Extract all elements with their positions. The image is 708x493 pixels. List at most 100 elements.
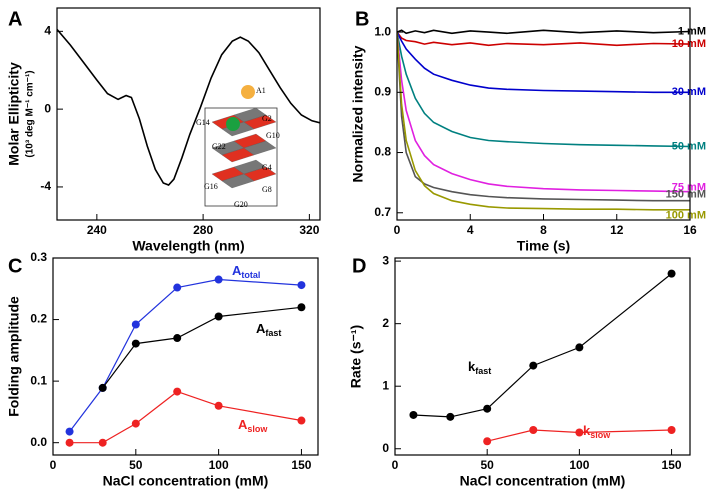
x-tick-label: 4 <box>467 223 474 237</box>
x-tick-label: 320 <box>299 223 319 237</box>
x-tick-label: 240 <box>87 223 107 237</box>
y-tick-label: 1.0 <box>374 24 391 38</box>
green-label <box>226 117 240 131</box>
data-point <box>173 387 182 396</box>
data-point <box>131 419 140 428</box>
panel-letter: A <box>8 8 22 30</box>
series-line <box>397 32 690 211</box>
y-axis-title: Rate (s⁻¹) <box>348 325 364 388</box>
data-point <box>131 320 140 329</box>
y-tick-label: 0.2 <box>30 312 47 326</box>
axes-frame <box>52 257 319 456</box>
y-axis-title: Folding amplitude <box>6 296 22 417</box>
quadruplex-inset: A1 G2 G10 G14 G22 G4 G16 G8 G20 <box>196 85 280 209</box>
series-label-sub: fast <box>475 366 491 376</box>
data-point <box>131 339 140 348</box>
series-line <box>413 273 672 418</box>
data-point <box>65 438 74 447</box>
y-tick-label: 3 <box>382 253 389 267</box>
data-point <box>529 361 538 370</box>
y-tick-label: -4 <box>40 179 51 193</box>
y-tick-label: 1 <box>382 378 389 392</box>
legend-label: 30 mM <box>672 86 706 98</box>
y-axis-title: Molar Ellipticity <box>6 62 22 166</box>
series-line <box>397 31 690 47</box>
x-axis-title: NaCl concentration (mM) <box>460 473 626 489</box>
panel-letter: B <box>355 8 369 30</box>
series-label-main: k <box>583 423 591 438</box>
legend-label: 150 mM <box>666 189 706 201</box>
data-point <box>98 438 107 447</box>
y-tick-label: 0 <box>382 441 389 455</box>
series-line <box>69 278 302 432</box>
data-point <box>667 425 676 434</box>
data-point <box>214 312 223 321</box>
series-label-main: A <box>256 321 266 336</box>
data-point <box>173 283 182 292</box>
series-label-main: A <box>232 263 242 278</box>
x-tick-label: 0 <box>392 458 399 472</box>
axes-frame <box>56 7 321 221</box>
data-point <box>297 416 306 425</box>
inset-label: G10 <box>266 131 280 140</box>
data-point <box>667 269 676 278</box>
panel-letter: D <box>352 255 366 277</box>
data-point <box>297 281 306 290</box>
data-point <box>483 437 492 446</box>
inset-label: G4 <box>262 163 272 172</box>
series-label: Aslow <box>238 417 268 434</box>
series-label-main: k <box>468 359 476 374</box>
data-point <box>529 425 538 434</box>
series-label-sub: slow <box>247 424 268 434</box>
y-tick-label: 0.1 <box>30 373 47 387</box>
inset-label: G16 <box>204 182 218 191</box>
y-tick-label: 0.9 <box>374 84 391 98</box>
x-tick-label: 50 <box>129 458 143 472</box>
series-label: Afast <box>256 321 281 338</box>
legend-label: 75 mM <box>672 182 706 194</box>
y-tick-label: 4 <box>44 24 51 38</box>
series-line <box>397 32 690 202</box>
legend-label: 50 mM <box>672 140 706 152</box>
inset-label: G14 <box>196 118 210 127</box>
series-line <box>397 31 690 148</box>
series-line <box>57 28 320 186</box>
legend-label: 10 mM <box>672 38 706 50</box>
axes-frame <box>394 257 691 456</box>
series-line <box>397 29 690 35</box>
series-line <box>69 390 302 444</box>
x-tick-label: 8 <box>540 223 547 237</box>
data-point <box>214 275 223 284</box>
orange-label <box>241 85 255 99</box>
series-line <box>397 32 690 193</box>
data-point <box>575 428 584 437</box>
data-point <box>483 404 492 413</box>
x-axis-title: Time (s) <box>517 238 570 254</box>
series-label: kfast <box>468 359 491 376</box>
inset-label: G2 <box>262 114 272 123</box>
data-point <box>65 427 74 436</box>
series-label: kslow <box>583 423 611 440</box>
y-tick-label: 0.0 <box>30 435 47 449</box>
x-tick-label: 100 <box>209 458 229 472</box>
data-point <box>98 383 107 392</box>
data-point <box>409 410 418 419</box>
y-axis-title: Normalized intensity <box>350 45 366 182</box>
series-line <box>487 429 672 442</box>
series-label-sub: slow <box>590 430 611 440</box>
x-tick-label: 16 <box>683 223 697 237</box>
data-point <box>446 412 455 421</box>
y-tick-label: 0.8 <box>374 145 391 159</box>
series-line <box>397 31 690 94</box>
x-tick-label: 12 <box>610 223 624 237</box>
y-tick-label: 0.3 <box>30 250 47 264</box>
y-axis-units: (10³ deg M⁻¹ cm⁻¹) <box>25 70 36 157</box>
series-label: Atotal <box>232 263 260 280</box>
inset-frame <box>204 107 278 207</box>
data-point <box>575 343 584 352</box>
inset-label: G8 <box>262 185 272 194</box>
x-tick-label: 280 <box>193 223 213 237</box>
series-label-main: A <box>238 417 248 432</box>
legend-label: 100 mM <box>666 210 706 222</box>
